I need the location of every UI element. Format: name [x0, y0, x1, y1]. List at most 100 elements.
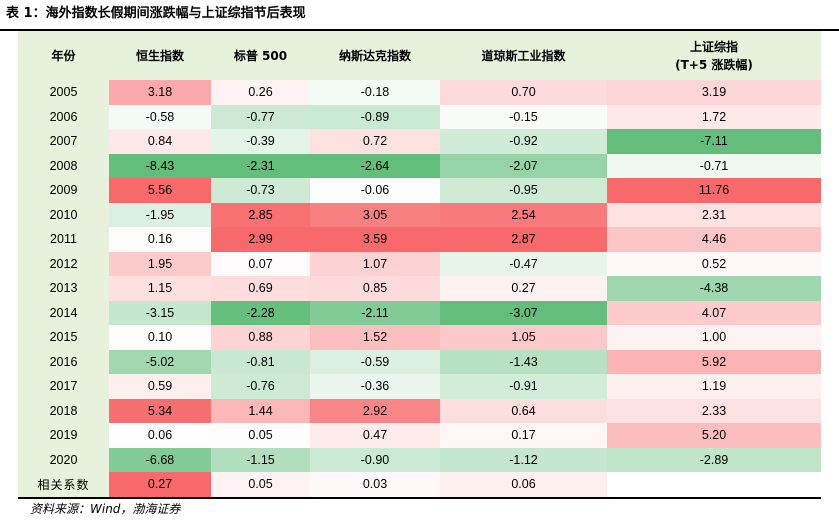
value-cell: 0.26 — [211, 80, 310, 105]
value-cell: 4.46 — [607, 227, 821, 252]
value-cell: 3.05 — [310, 202, 440, 227]
table-row: 2014 -3.15 -2.28 -2.11 -3.07 4.07 — [18, 300, 821, 325]
header-nasdaq: 纳斯达克指数 — [310, 31, 440, 80]
correlation-cell: 0.27 — [109, 472, 211, 499]
table-row: 2011 0.16 2.99 3.59 2.87 4.46 — [18, 227, 821, 252]
header-label: 年份 — [51, 48, 76, 63]
value-cell: -0.95 — [440, 178, 607, 203]
value-cell: 3.18 — [109, 80, 211, 105]
value-cell: 2.33 — [607, 398, 821, 423]
header-hang-seng: 恒生指数 — [109, 31, 211, 80]
value-cell: -2.31 — [211, 153, 310, 178]
top-rule — [0, 29, 839, 31]
value-cell: -1.12 — [440, 447, 607, 472]
value-cell: -0.73 — [211, 178, 310, 203]
value-cell: 5.20 — [607, 423, 821, 448]
table-header: 年份 恒生指数 标普 500 纳斯达克指数 道琼斯工业指数 上证综指 (T+5 涨跌幅) — [18, 31, 821, 80]
value-cell: 0.84 — [109, 129, 211, 154]
value-cell: 0.10 — [109, 325, 211, 350]
value-cell: 0.88 — [211, 325, 310, 350]
source-note: 资料来源：Wind，渤海证券 — [30, 502, 181, 516]
value-cell: -0.77 — [211, 104, 310, 129]
value-cell: -3.07 — [440, 300, 607, 325]
value-cell: 1.15 — [109, 276, 211, 301]
correlation-row: 相关系数 0.27 0.05 0.03 0.06 — [18, 472, 821, 499]
table-row: 2013 1.15 0.69 0.85 0.27 -4.38 — [18, 276, 821, 301]
value-cell: -0.71 — [607, 153, 821, 178]
value-cell: 0.72 — [310, 129, 440, 154]
year-cell: 2015 — [18, 325, 109, 350]
value-cell: -1.43 — [440, 349, 607, 374]
year-cell: 2005 — [18, 80, 109, 105]
table-title: 表 1：海外指数长假期间涨跌幅与上证综指节后表现 — [6, 6, 306, 21]
table-row: 2012 1.95 0.07 1.07 -0.47 0.52 — [18, 251, 821, 276]
year-cell: 2007 — [18, 129, 109, 154]
correlation-cell — [607, 472, 821, 499]
value-cell: -6.68 — [109, 447, 211, 472]
header-shanghai-composite: 上证综指 (T+5 涨跌幅) — [607, 31, 821, 80]
value-cell: 1.72 — [607, 104, 821, 129]
value-cell: -4.38 — [607, 276, 821, 301]
header-label: 纳斯达克指数 — [338, 48, 411, 63]
header-year: 年份 — [18, 31, 109, 80]
year-cell: 2014 — [18, 300, 109, 325]
table-row: 2010 -1.95 2.85 3.05 2.54 2.31 — [18, 202, 821, 227]
year-cell: 2016 — [18, 349, 109, 374]
table-row: 2005 3.18 0.26 -0.18 0.70 3.19 — [18, 80, 821, 105]
table-body: 2005 3.18 0.26 -0.18 0.70 3.19 2006 -0.58 -0.77-… — [18, 80, 821, 499]
value-cell: -8.43 — [109, 153, 211, 178]
value-cell: 2.87 — [440, 227, 607, 252]
year-cell: 2019 — [18, 423, 109, 448]
value-cell: 0.17 — [440, 423, 607, 448]
year-cell: 2010 — [18, 202, 109, 227]
year-cell: 2008 — [18, 153, 109, 178]
value-cell: -2.64 — [310, 153, 440, 178]
value-cell: -0.59 — [310, 349, 440, 374]
value-cell: 5.92 — [607, 349, 821, 374]
header-sublabel: (T+5 涨跌幅) — [675, 57, 753, 72]
value-cell: 1.05 — [440, 325, 607, 350]
value-cell: -0.47 — [440, 251, 607, 276]
correlation-cell: 0.03 — [310, 472, 440, 499]
correlation-cell: 0.05 — [211, 472, 310, 499]
value-cell: 1.44 — [211, 398, 310, 423]
value-cell: -0.39 — [211, 129, 310, 154]
value-cell: 1.00 — [607, 325, 821, 350]
value-cell: 0.69 — [211, 276, 310, 301]
year-cell: 2013 — [18, 276, 109, 301]
header-sp500: 标普 500 — [211, 31, 310, 80]
value-cell: -0.92 — [440, 129, 607, 154]
value-cell: -0.81 — [211, 349, 310, 374]
value-cell: -1.95 — [109, 202, 211, 227]
value-cell: -0.90 — [310, 447, 440, 472]
year-cell: 2017 — [18, 374, 109, 399]
value-cell: 0.85 — [310, 276, 440, 301]
value-cell: 0.05 — [211, 423, 310, 448]
returns-table: 年份 恒生指数 标普 500 纳斯达克指数 道琼斯工业指数 上证综指 (T+5 涨跌幅) 2… — [18, 31, 821, 499]
value-cell: 11.76 — [607, 178, 821, 203]
value-cell: 2.85 — [211, 202, 310, 227]
value-cell: 0.06 — [109, 423, 211, 448]
correlation-label: 相关系数 — [18, 472, 109, 499]
value-cell: 1.95 — [109, 251, 211, 276]
value-cell: -0.91 — [440, 374, 607, 399]
value-cell: 2.92 — [310, 398, 440, 423]
value-cell: 0.16 — [109, 227, 211, 252]
table-row: 2017 0.59 -0.76 -0.36 -0.91 1.19 — [18, 374, 821, 399]
correlation-cell: 0.06 — [440, 472, 607, 499]
value-cell: -5.02 — [109, 349, 211, 374]
header-label: 标普 500 — [233, 48, 288, 63]
value-cell: 1.19 — [607, 374, 821, 399]
header-label: 道琼斯工业指数 — [481, 48, 566, 63]
year-cell: 2012 — [18, 251, 109, 276]
year-cell: 2018 — [18, 398, 109, 423]
table-row: 2009 5.56 -0.73 -0.06 -0.95 11.76 — [18, 178, 821, 203]
value-cell: -0.06 — [310, 178, 440, 203]
year-cell: 2020 — [18, 447, 109, 472]
value-cell: 1.07 — [310, 251, 440, 276]
table-row: 2020 -6.68 -1.15 -0.90 -1.12 -2.89 — [18, 447, 821, 472]
value-cell: -2.07 — [440, 153, 607, 178]
header-dow-jones: 道琼斯工业指数 — [440, 31, 607, 80]
table-row: 2018 5.34 1.44 2.92 0.64 2.33 — [18, 398, 821, 423]
value-cell: 2.31 — [607, 202, 821, 227]
